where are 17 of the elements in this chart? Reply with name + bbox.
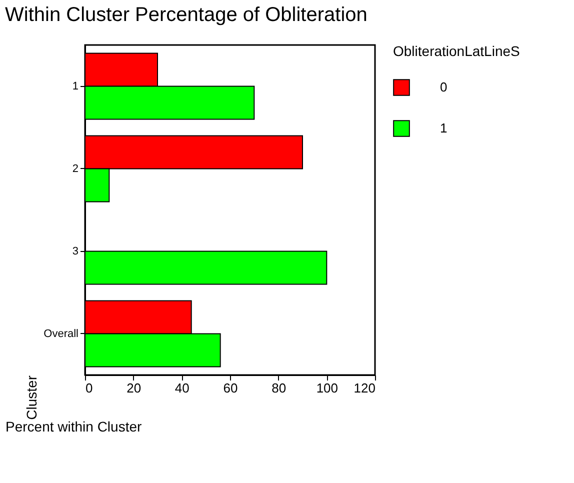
legend-title: ObliterationLatLineS bbox=[393, 43, 520, 59]
x-tick-label: 60 bbox=[223, 380, 238, 396]
legend-label: 0 bbox=[440, 80, 448, 94]
y-tick-label: 1 bbox=[72, 80, 78, 92]
x-tick-label: 0 bbox=[86, 380, 93, 396]
chart-title: Within Cluster Percentage of Obliteration bbox=[5, 4, 368, 26]
x-tick-label: 20 bbox=[126, 380, 142, 396]
x-tick-label: 100 bbox=[316, 380, 338, 396]
y-tick-label: Overall bbox=[44, 328, 78, 340]
legend-label: 1 bbox=[440, 120, 448, 136]
x-axis-title: Percent within Cluster bbox=[6, 418, 142, 434]
y-axis-title: Cluster bbox=[24, 375, 40, 420]
y-tick-label: 2 bbox=[72, 162, 78, 175]
x-tick-label: 40 bbox=[174, 380, 190, 396]
y-tick-label: 3 bbox=[72, 245, 78, 258]
x-tick-label: 120 bbox=[354, 380, 376, 396]
x-tick-label: 80 bbox=[272, 380, 286, 396]
